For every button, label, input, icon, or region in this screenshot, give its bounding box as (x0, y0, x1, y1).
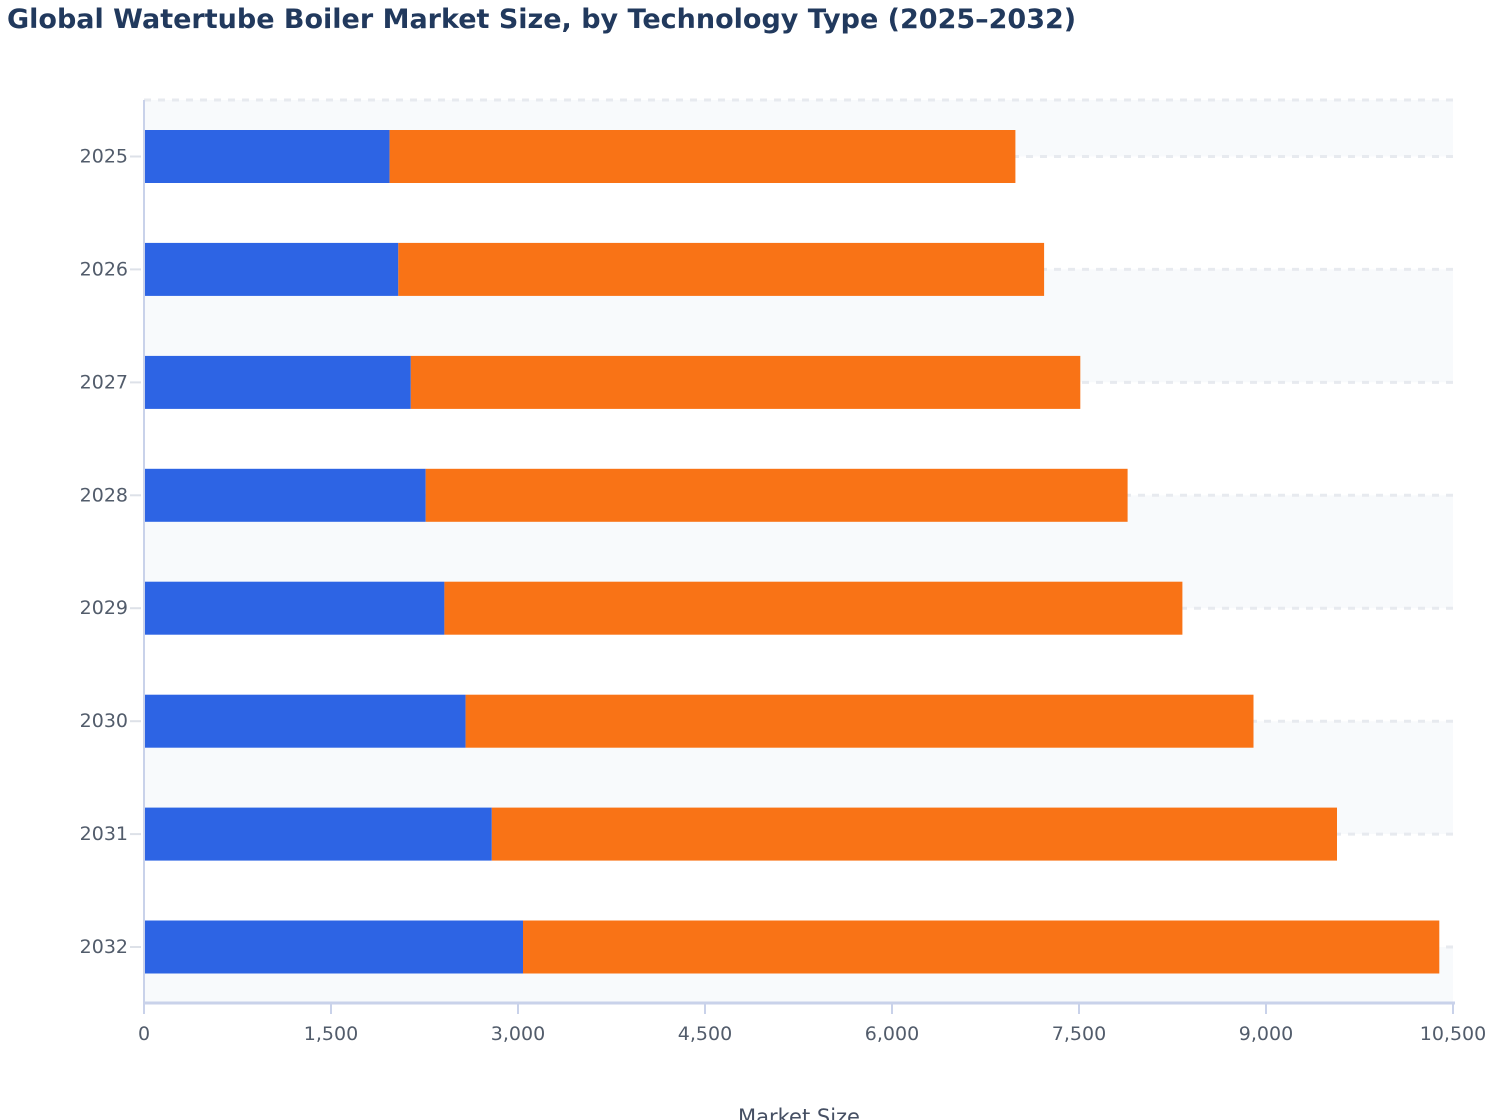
x-tick-label: 7,500 (1052, 1023, 1106, 1045)
chart-title: Global Watertube Boiler Market Size, by … (7, 4, 1077, 35)
bar-segment-blue-series[interactable]: 2028: 2,260 (144, 468, 426, 522)
bar-segment-orange-series[interactable]: 2025: 5,020 (389, 130, 1016, 183)
y-tick-label: 2028 (80, 484, 128, 506)
bar-segment-orange-series[interactable]: 2030: 6,320 (465, 694, 1254, 748)
bar-segment-orange-series[interactable]: 2026: 5,180 (398, 242, 1045, 296)
bar-segment-blue-series[interactable]: 2026: 2,040 (144, 242, 399, 296)
bar-segment-orange-series[interactable]: 2029: 5,920 (444, 581, 1183, 635)
bar-segment-blue-series[interactable]: 2029: 2,410 (144, 581, 445, 635)
bar-segment-orange-series[interactable]: 2028: 5,630 (425, 468, 1128, 522)
y-tick-label: 2031 (80, 823, 128, 845)
y-tick-label: 2026 (80, 258, 128, 280)
bar-segment-orange-series[interactable]: 2031: 6,780 (491, 807, 1337, 861)
bar-segment-blue-series[interactable]: 2030: 2,580 (144, 694, 466, 748)
x-axis-title: Market Size (738, 1105, 860, 1120)
bar-segment-blue-series[interactable]: 2032: 3,040 (144, 920, 523, 974)
bar-segment-blue-series[interactable]: 2027: 2,140 (144, 355, 411, 409)
bar-segment-orange-series[interactable]: 2032: 7,350 (523, 920, 1440, 974)
y-tick-label: 2025 (80, 146, 128, 168)
x-tick-label: 10,500 (1420, 1023, 1486, 1045)
bar-segment-blue-series[interactable]: 2031: 2,790 (144, 807, 492, 861)
x-tick-label: 1,500 (304, 1023, 358, 1045)
x-tick-label: 4,500 (678, 1023, 732, 1045)
bar-segment-blue-series[interactable]: 2025: 1,970 (144, 130, 390, 183)
y-tick-label: 2029 (80, 597, 128, 619)
bar-segment-orange-series[interactable]: 2027: 5,370 (410, 355, 1081, 409)
y-tick-label: 2027 (80, 371, 128, 393)
y-tick-label: 2030 (80, 710, 128, 732)
x-tick-label: 9,000 (1239, 1023, 1293, 1045)
x-tick-label: 3,000 (491, 1023, 545, 1045)
x-tick-label: 6,000 (865, 1023, 919, 1045)
x-tick-label: 0 (138, 1023, 150, 1045)
y-tick-label: 2032 (80, 936, 128, 958)
